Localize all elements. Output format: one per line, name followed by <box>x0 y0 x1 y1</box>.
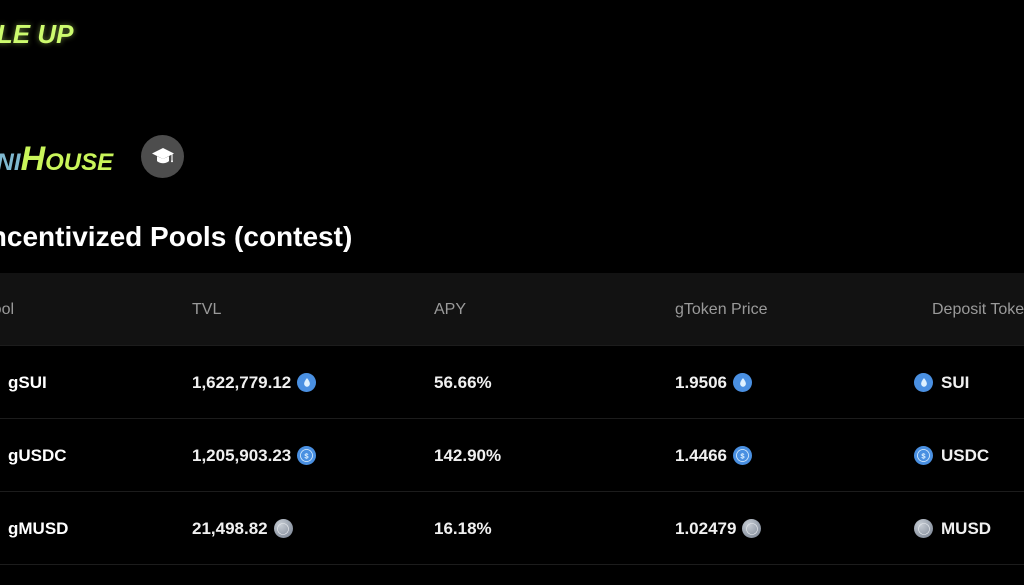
svg-text:$: $ <box>740 451 745 460</box>
svg-text:$: $ <box>921 451 926 460</box>
svg-text:$: $ <box>305 451 310 460</box>
